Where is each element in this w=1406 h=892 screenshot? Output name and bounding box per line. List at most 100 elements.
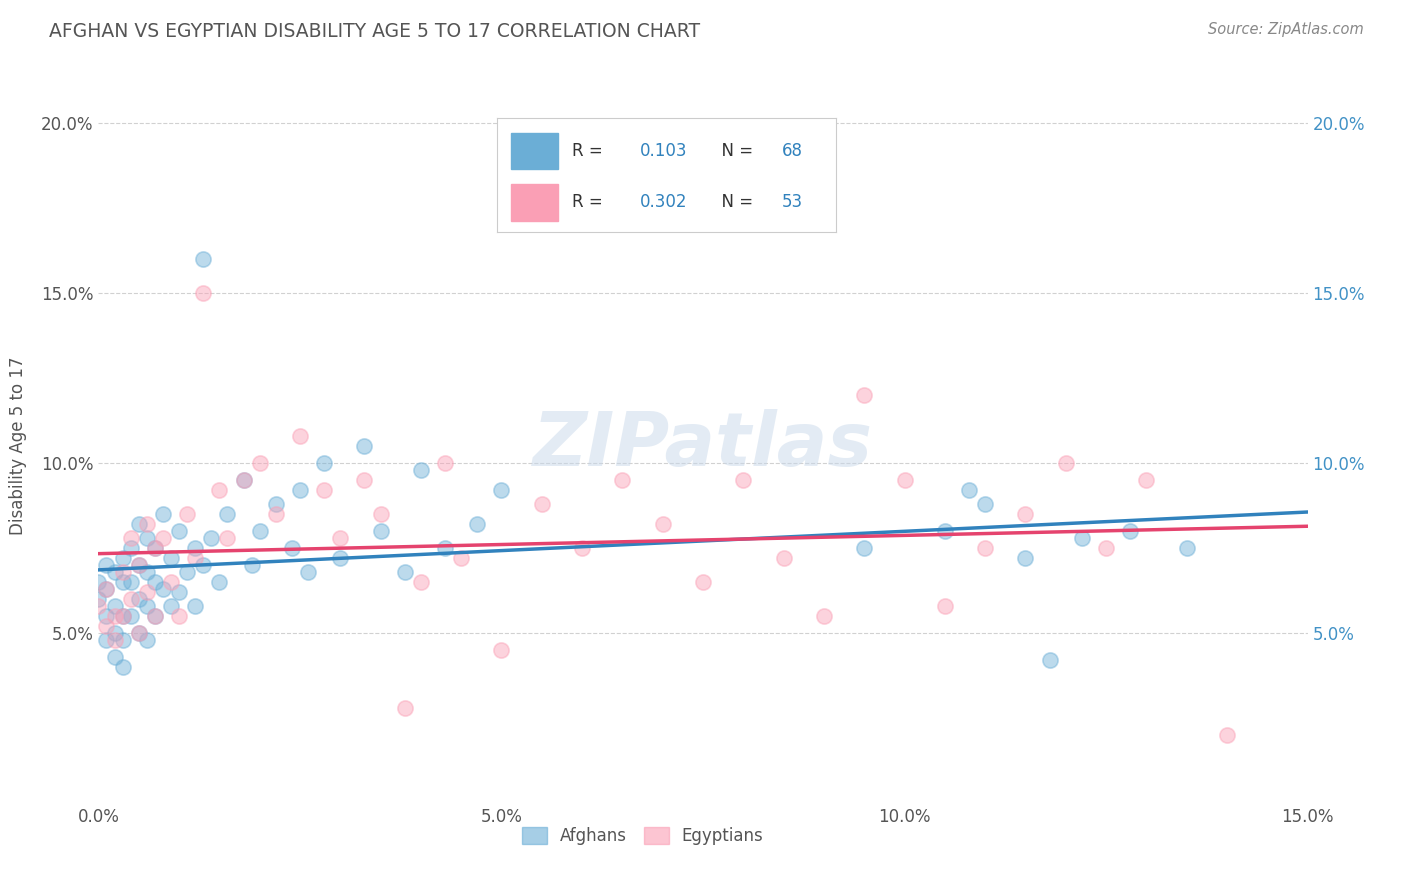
Point [1175, 541, 1198, 555]
Point [111, 565, 134, 579]
Point [111, 608, 134, 623]
Point [135, 599, 157, 613]
Point [1054, 456, 1077, 470]
Point [465, 517, 488, 532]
Point [1039, 653, 1062, 667]
Point [353, 439, 375, 453]
Point [957, 483, 980, 498]
Point [111, 660, 134, 674]
Point [264, 497, 287, 511]
Point [193, 286, 215, 301]
Point [733, 473, 755, 487]
Point [450, 551, 472, 566]
Point [651, 517, 673, 532]
Point [143, 541, 166, 555]
Point [96, 582, 118, 596]
Point [370, 524, 392, 538]
Point [394, 565, 416, 579]
Point [281, 541, 304, 555]
Point [111, 551, 134, 566]
Point [434, 541, 457, 555]
Point [200, 531, 222, 545]
Point [1119, 524, 1142, 538]
Point [143, 574, 166, 589]
Point [111, 574, 134, 589]
Point [288, 483, 311, 498]
Point [128, 558, 150, 572]
Point [111, 608, 134, 623]
Point [297, 565, 319, 579]
Point [288, 429, 311, 443]
Point [96, 619, 118, 633]
Point [208, 574, 231, 589]
Point [96, 608, 118, 623]
Point [120, 608, 142, 623]
Point [160, 574, 183, 589]
Point [853, 541, 876, 555]
Point [193, 252, 215, 266]
Y-axis label: Disability Age 5 to 17: Disability Age 5 to 17 [10, 357, 27, 535]
Point [232, 473, 254, 487]
Point [208, 483, 231, 498]
Point [491, 483, 513, 498]
Point [103, 626, 125, 640]
Point [128, 558, 150, 572]
Point [160, 599, 183, 613]
Point [314, 456, 336, 470]
Point [394, 700, 416, 714]
Point [103, 649, 125, 664]
Point [135, 531, 157, 545]
Point [249, 524, 271, 538]
Point [143, 608, 166, 623]
Point [692, 574, 714, 589]
Point [128, 626, 150, 640]
Point [1135, 473, 1157, 487]
Point [491, 643, 513, 657]
Point [128, 591, 150, 606]
Point [232, 473, 254, 487]
Point [530, 497, 553, 511]
Point [813, 608, 835, 623]
Point [167, 608, 190, 623]
Point [974, 497, 997, 511]
Text: ZIPatlas: ZIPatlas [533, 409, 873, 483]
Point [96, 558, 118, 572]
Point [103, 632, 125, 647]
Point [135, 632, 157, 647]
Point [329, 551, 352, 566]
Point [103, 608, 125, 623]
Point [974, 541, 997, 555]
Point [240, 558, 263, 572]
Point [934, 599, 956, 613]
Point [176, 565, 198, 579]
Point [264, 507, 287, 521]
Point [87, 599, 110, 613]
Point [128, 626, 150, 640]
Point [143, 608, 166, 623]
Point [128, 517, 150, 532]
Point [184, 551, 207, 566]
Point [1095, 541, 1118, 555]
Point [120, 591, 142, 606]
Point [353, 473, 375, 487]
Point [96, 582, 118, 596]
Point [120, 541, 142, 555]
Point [329, 531, 352, 545]
Point [193, 558, 215, 572]
Point [1014, 551, 1036, 566]
Point [135, 585, 157, 599]
Point [314, 483, 336, 498]
Point [409, 574, 432, 589]
Point [152, 507, 174, 521]
Point [1216, 728, 1239, 742]
Point [434, 456, 457, 470]
Point [103, 565, 125, 579]
Point [152, 531, 174, 545]
Point [934, 524, 956, 538]
Point [217, 531, 239, 545]
Point [249, 456, 271, 470]
Point [87, 574, 110, 589]
Point [103, 599, 125, 613]
Point [176, 507, 198, 521]
Point [135, 517, 157, 532]
